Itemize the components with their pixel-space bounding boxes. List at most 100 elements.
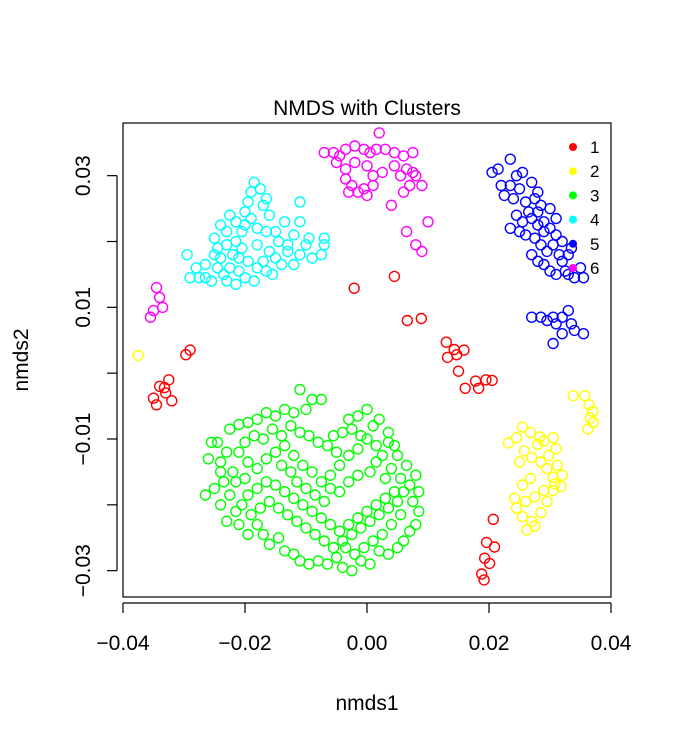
point-cluster-3 xyxy=(239,472,251,485)
point-cluster-1 xyxy=(459,382,471,394)
point-cluster-3 xyxy=(324,469,337,481)
point-cluster-3 xyxy=(297,499,309,511)
point-cluster-3 xyxy=(361,505,373,518)
point-cluster-4 xyxy=(275,258,288,271)
point-cluster-6 xyxy=(346,179,358,192)
point-cluster-3 xyxy=(336,561,349,574)
point-cluster-3 xyxy=(370,499,382,511)
point-cluster-4 xyxy=(190,262,202,274)
point-cluster-1 xyxy=(147,392,160,404)
x-tick-label: 0.00 xyxy=(347,632,388,655)
point-cluster-5 xyxy=(513,225,526,238)
point-cluster-1 xyxy=(476,568,488,580)
point-cluster-3 xyxy=(385,518,398,531)
legend-label: 5 xyxy=(590,235,599,254)
point-cluster-5 xyxy=(559,265,571,277)
point-cluster-2 xyxy=(526,451,538,464)
point-cluster-2 xyxy=(524,426,537,439)
point-cluster-3 xyxy=(279,439,291,452)
point-cluster-2 xyxy=(535,456,547,468)
point-cluster-3 xyxy=(388,486,401,498)
x-axis: −0.04 −0.02 0.00 0.02 0.04 xyxy=(96,602,632,655)
point-cluster-4 xyxy=(208,232,221,244)
point-cluster-6 xyxy=(330,156,343,169)
point-cluster-5 xyxy=(541,314,553,327)
point-cluster-6 xyxy=(364,146,376,159)
point-cluster-4 xyxy=(239,219,251,231)
point-cluster-3 xyxy=(312,436,324,448)
point-cluster-4 xyxy=(263,209,276,221)
point-cluster-2 xyxy=(535,507,547,519)
point-cluster-5 xyxy=(550,268,562,281)
point-cluster-3 xyxy=(214,466,227,478)
point-cluster-3 xyxy=(309,528,321,541)
point-cluster-5 xyxy=(495,179,507,192)
point-cluster-4 xyxy=(184,272,196,284)
point-cluster-3 xyxy=(330,446,343,458)
point-cluster-4 xyxy=(306,252,318,264)
point-cluster-3 xyxy=(346,528,358,541)
point-cluster-6 xyxy=(367,169,379,182)
point-cluster-4 xyxy=(263,245,276,258)
legend-label: 6 xyxy=(590,259,599,278)
legend-label: 4 xyxy=(590,211,599,230)
point-cluster-3 xyxy=(214,499,227,511)
point-cluster-3 xyxy=(279,403,291,416)
y-tick-label: 0.01 xyxy=(72,287,95,328)
point-cluster-3 xyxy=(294,426,306,439)
point-cluster-5 xyxy=(538,225,550,238)
point-cluster-3 xyxy=(220,515,233,527)
point-cluster-2 xyxy=(529,520,541,532)
point-cluster-3 xyxy=(260,453,273,465)
point-cluster-6 xyxy=(385,199,398,212)
point-cluster-6 xyxy=(407,166,419,179)
legend-marker xyxy=(569,239,577,248)
point-cluster-5 xyxy=(547,337,559,350)
point-cluster-5 xyxy=(510,169,523,182)
point-cluster-5 xyxy=(523,206,535,218)
point-cluster-5 xyxy=(574,262,587,274)
point-cluster-4 xyxy=(279,216,291,228)
point-cluster-4 xyxy=(199,258,212,271)
point-cluster-4 xyxy=(211,262,224,274)
point-cluster-3 xyxy=(370,456,382,468)
point-cluster-4 xyxy=(193,272,206,284)
point-cluster-3 xyxy=(275,430,288,442)
point-cluster-4 xyxy=(300,239,312,251)
point-cluster-3 xyxy=(343,449,355,462)
point-cluster-4 xyxy=(227,248,239,261)
x-tick-label: −0.02 xyxy=(218,632,271,655)
point-cluster-3 xyxy=(257,528,269,541)
point-cluster-4 xyxy=(294,196,306,208)
point-cluster-3 xyxy=(288,492,300,504)
point-cluster-3 xyxy=(285,420,297,432)
point-cluster-5 xyxy=(538,216,550,228)
legend-marker xyxy=(569,264,577,272)
point-cluster-4 xyxy=(230,235,242,248)
point-cluster-3 xyxy=(211,436,224,448)
point-cluster-1 xyxy=(388,270,401,283)
point-cluster-5 xyxy=(519,229,532,241)
point-cluster-2 xyxy=(547,471,559,483)
point-cluster-3 xyxy=(202,453,215,465)
point-cluster-2 xyxy=(547,432,559,444)
point-cluster-3 xyxy=(233,518,245,531)
point-cluster-2 xyxy=(516,511,529,523)
point-cluster-5 xyxy=(544,222,556,235)
point-cluster-3 xyxy=(315,512,327,524)
point-cluster-1 xyxy=(472,382,485,394)
point-cluster-3 xyxy=(275,459,288,471)
point-cluster-3 xyxy=(339,541,352,554)
point-cluster-3 xyxy=(288,548,300,560)
point-cluster-4 xyxy=(303,232,315,244)
point-cluster-5 xyxy=(535,311,547,323)
point-cluster-5 xyxy=(516,216,529,228)
point-cluster-3 xyxy=(379,492,391,504)
legend-marker xyxy=(569,143,577,151)
point-cluster-1 xyxy=(166,395,178,407)
y-axis-label: nmds2 xyxy=(10,328,33,391)
point-cluster-5 xyxy=(526,212,538,225)
point-cluster-3 xyxy=(263,495,276,508)
point-cluster-3 xyxy=(233,418,245,431)
point-cluster-2 xyxy=(556,469,568,481)
